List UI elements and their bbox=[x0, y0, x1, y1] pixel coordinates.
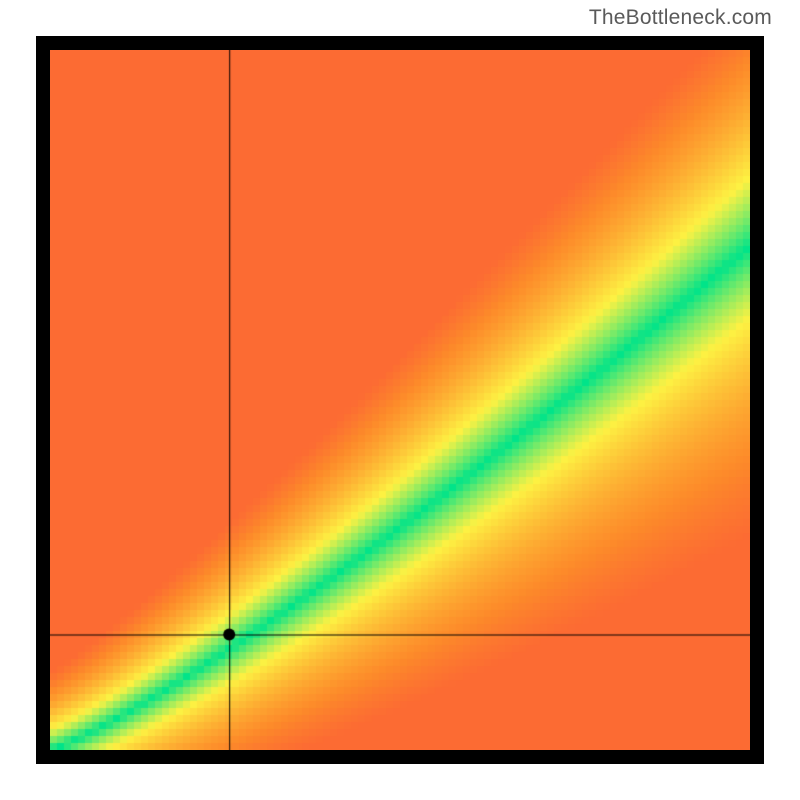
chart-container: TheBottleneck.com bbox=[0, 0, 800, 800]
watermark-text: TheBottleneck.com bbox=[589, 6, 772, 30]
bottleneck-heatmap bbox=[50, 50, 750, 750]
plot-frame bbox=[36, 36, 764, 764]
